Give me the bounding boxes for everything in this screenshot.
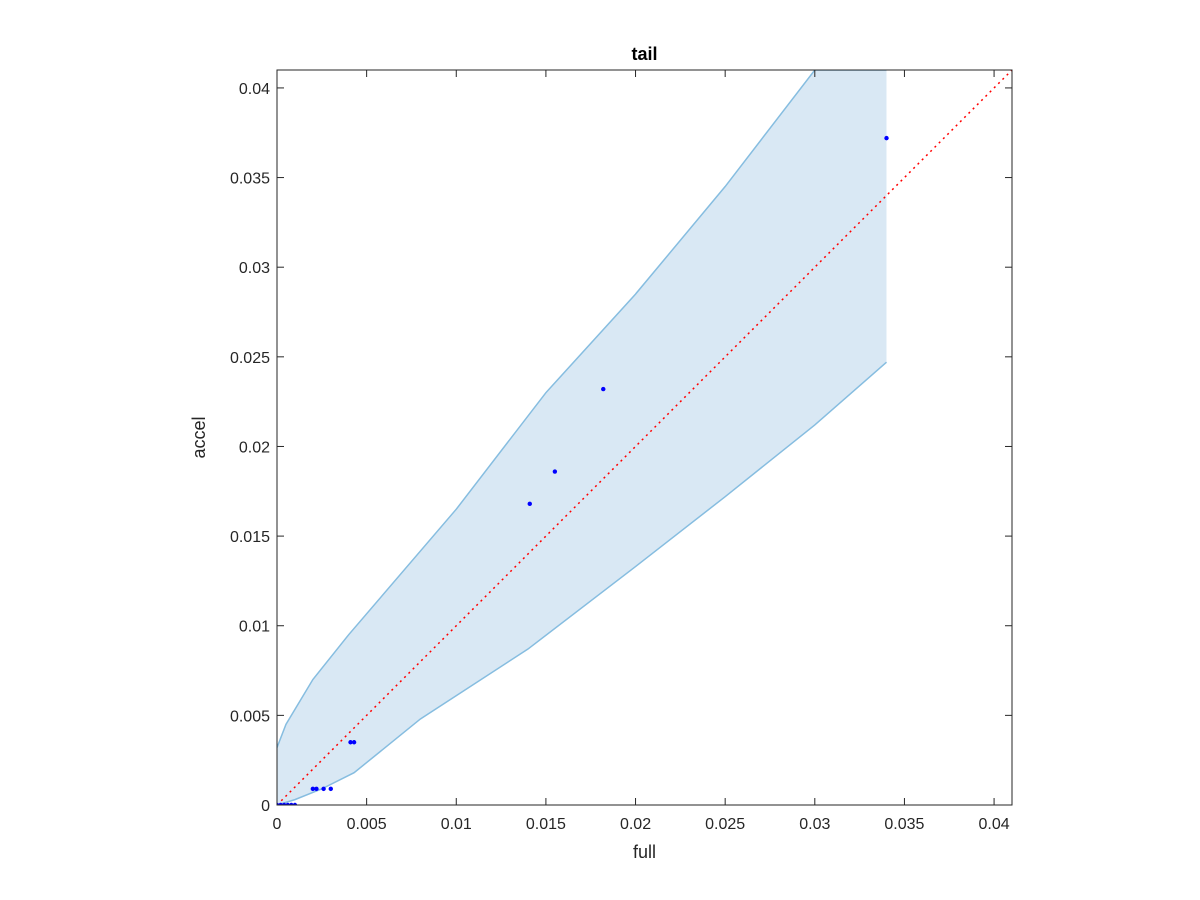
band-upper-edge: [277, 70, 887, 748]
x-tick-label: 0.015: [526, 816, 566, 833]
x-tick-label: 0.005: [347, 816, 387, 833]
y-tick-label: 0.02: [239, 439, 270, 456]
y-tick-label: 0.01: [239, 619, 270, 636]
data-point: [289, 802, 294, 805]
y-tick-label: 0.005: [230, 708, 270, 725]
x-tick-label: 0.035: [884, 816, 924, 833]
chart-title: tail: [631, 44, 657, 64]
band-lower-edge: [277, 361, 888, 805]
axes-frame: [276, 69, 1013, 806]
data-point: [348, 740, 353, 745]
data-point: [278, 802, 283, 805]
x-tick-label: 0.04: [979, 816, 1010, 833]
data-point: [321, 786, 326, 792]
data-point: [285, 802, 290, 805]
data-point: [351, 740, 357, 745]
data-point: [527, 501, 532, 507]
confidence-band: [277, 70, 887, 805]
x-tick-label: 0.01: [441, 816, 472, 833]
x-axis-label: full: [633, 842, 656, 862]
data-point: [281, 802, 287, 805]
data-point: [601, 386, 606, 392]
x-tick-label: 0.03: [799, 816, 830, 833]
plot-area: [277, 70, 1012, 805]
y-axis-label: accel: [189, 416, 209, 458]
y-tick-label: 0.03: [239, 260, 270, 277]
data-point: [552, 469, 558, 474]
y-tick-label: 0.04: [239, 81, 270, 98]
y-tick-label: 0.015: [230, 529, 270, 546]
data-point: [314, 786, 319, 792]
y-tick-label: 0.025: [230, 350, 270, 367]
data-point: [884, 135, 889, 141]
data-point: [328, 786, 333, 792]
axes: 0 0.005 0.01 0.015 0.02 0.025 0.03 0.035 0.04 0 0.…: [230, 69, 1013, 833]
y-tick-label: 0: [261, 798, 270, 815]
x-tick-label: 0.025: [705, 816, 745, 833]
x-tick-label: 0.02: [620, 816, 651, 833]
x-tick-label: 0: [273, 816, 282, 833]
data-point: [310, 786, 316, 792]
data-point: [292, 802, 298, 805]
y-tick-label: 0.035: [230, 171, 270, 188]
